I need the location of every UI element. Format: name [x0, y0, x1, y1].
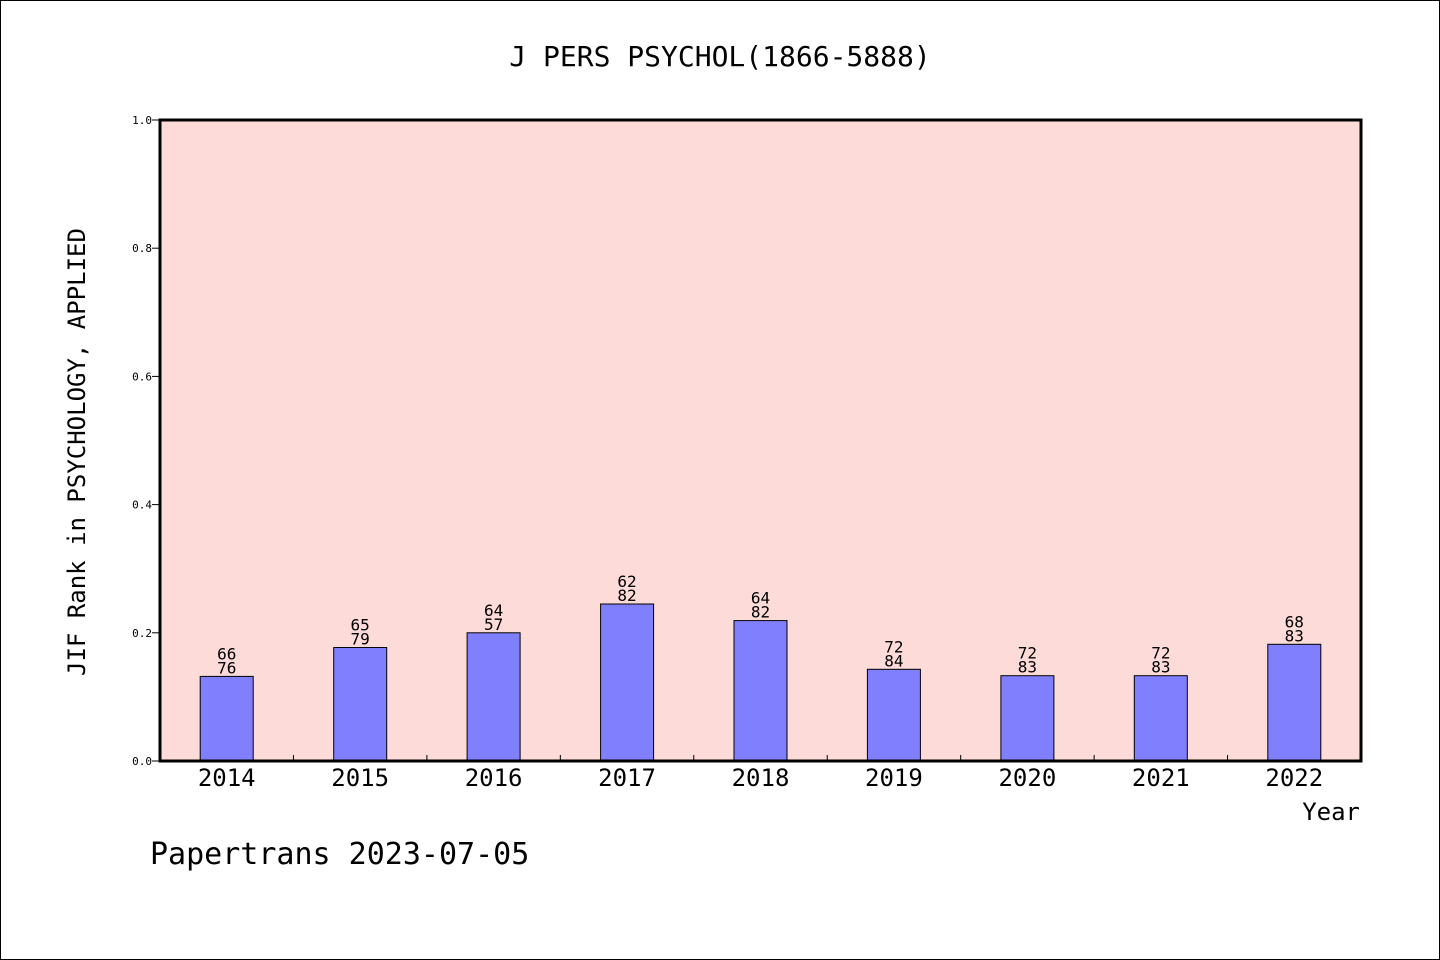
data-label-top-2019: 72 [884, 637, 903, 656]
data-label-top-2021: 72 [1151, 644, 1170, 663]
x-tick-label-2015: 2015 [331, 764, 389, 792]
chart-title: J PERS PSYCHOL(1866-5888) [509, 40, 930, 73]
data-label-bottom-2020: 83 [1018, 658, 1037, 677]
x-axis-label: Year [1302, 798, 1360, 826]
bar-2014 [199, 675, 254, 762]
data-label-top-2018: 64 [751, 589, 770, 608]
y-tick-label-1.0: 1.0 [132, 114, 152, 127]
data-label-bottom-2014: 76 [217, 658, 236, 677]
y-axis: 0.0 0.2 0.4 0.6 0.8 1.0 [132, 114, 160, 768]
footer-text: Papertrans 2023-07-05 [150, 837, 529, 872]
x-tick-label-2017: 2017 [598, 764, 656, 792]
data-label-bottom-2022: 83 [1285, 626, 1304, 645]
data-label-top-2022: 68 [1285, 612, 1304, 631]
bars-group [199, 603, 1322, 762]
bar-2016 [466, 632, 521, 762]
x-tick-label-2014: 2014 [198, 764, 256, 792]
data-label-top-2017: 62 [617, 572, 636, 591]
bar-2018 [733, 620, 788, 762]
data-label-top-2015: 65 [351, 616, 370, 635]
data-label-bottom-2018: 82 [751, 603, 770, 622]
x-tick-label-2020: 2020 [998, 764, 1056, 792]
y-tick-label-0.4: 0.4 [132, 499, 152, 512]
bar-2015 [333, 647, 388, 762]
bar-2021 [1133, 675, 1188, 762]
data-label-top-2014: 66 [217, 644, 236, 663]
x-tick-label-2022: 2022 [1265, 764, 1323, 792]
data-label-bottom-2019: 84 [884, 651, 903, 670]
plot-border [158, 118, 1363, 763]
x-axis: 2014 2015 2016 2017 2018 2019 2020 2021 2022 [198, 755, 1323, 792]
bar-2020 [1000, 675, 1055, 762]
data-label-bottom-2015: 79 [351, 630, 370, 649]
data-label-top-2016: 64 [484, 601, 503, 620]
x-tick-label-2019: 2019 [865, 764, 923, 792]
bar-2022 [1267, 643, 1322, 762]
x-tick-label-2018: 2018 [732, 764, 790, 792]
x-tick-label-2016: 2016 [465, 764, 523, 792]
y-tick-label-0.6: 0.6 [132, 370, 152, 383]
x-tick-label-2021: 2021 [1132, 764, 1190, 792]
data-label-top-2020: 72 [1018, 644, 1037, 663]
data-label-bottom-2021: 83 [1151, 658, 1170, 677]
data-label-bottom-2017: 82 [617, 586, 636, 605]
y-tick-label-0.8: 0.8 [132, 242, 152, 255]
y-axis-label: JIF Rank in PSYCHOLOGY, APPLIED [63, 228, 91, 676]
bar-2017 [600, 603, 655, 762]
bar-2019 [866, 668, 921, 762]
data-label-bottom-2016: 57 [484, 615, 503, 634]
y-tick-label-0.2: 0.2 [132, 627, 152, 640]
y-tick-label-0.0: 0.0 [132, 755, 152, 768]
